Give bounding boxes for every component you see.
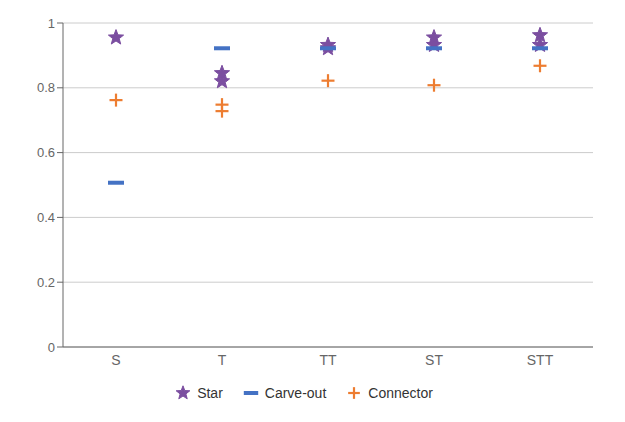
svg-text:0.8: 0.8 bbox=[37, 80, 55, 95]
svg-text:0.4: 0.4 bbox=[37, 210, 55, 225]
svg-text:0: 0 bbox=[48, 340, 55, 355]
svg-text:STT: STT bbox=[527, 352, 554, 368]
svg-text:0.6: 0.6 bbox=[37, 145, 55, 160]
html-text:Carve-out: Carve-out bbox=[264, 385, 327, 401]
svg-text:TT: TT bbox=[319, 352, 337, 368]
svg-text:1: 1 bbox=[48, 16, 55, 31]
svg-text:T: T bbox=[218, 352, 227, 368]
svg-text:ST: ST bbox=[425, 352, 443, 368]
html-text:Connector: Connector bbox=[368, 385, 433, 401]
html-text:Star: Star bbox=[197, 385, 223, 401]
svg-text:0.2: 0.2 bbox=[37, 275, 55, 290]
svg-text:S: S bbox=[111, 352, 120, 368]
